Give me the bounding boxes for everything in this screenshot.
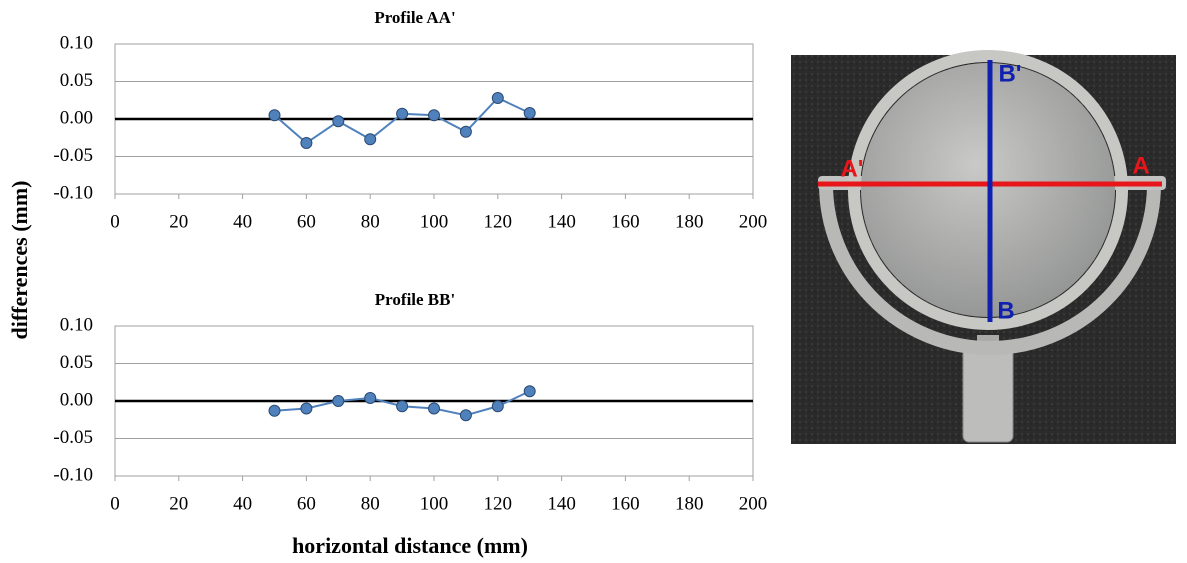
y-tick-label: 0.10 <box>60 32 93 53</box>
data-point <box>364 133 377 146</box>
x-tick-label: 20 <box>169 211 188 232</box>
data-point <box>396 107 409 120</box>
data-point <box>523 385 536 398</box>
y-tick-label: -0.10 <box>53 182 93 203</box>
x-tick-label: 0 <box>110 493 120 514</box>
x-tick-label: 180 <box>675 211 704 232</box>
x-tick-label: 100 <box>420 493 449 514</box>
x-tick-label: 120 <box>484 493 513 514</box>
photo-label: B' <box>998 60 1021 87</box>
photo: A' A B' B <box>791 50 1176 444</box>
x-tick-label: 140 <box>547 211 576 232</box>
ring <box>848 50 1128 330</box>
x-tick-label: 80 <box>361 493 380 514</box>
data-point <box>459 125 472 138</box>
x-axis-label: horizontal distance (mm) <box>292 533 528 558</box>
x-tick-label: 160 <box>611 211 640 232</box>
y-tick-label: 0.00 <box>60 389 93 410</box>
data-point <box>332 115 345 128</box>
data-point <box>364 392 377 404</box>
data-line <box>273 96 531 145</box>
x-tick-label: 40 <box>233 211 252 232</box>
y-tick-label: -0.10 <box>53 464 93 485</box>
data-point <box>523 107 536 119</box>
data-point <box>268 404 281 417</box>
data-point <box>300 402 313 415</box>
y-tick-label: -0.05 <box>53 427 93 448</box>
x-tick-label: 60 <box>297 211 316 232</box>
y-tick-label: 0.00 <box>60 107 93 128</box>
photo-label: A' <box>840 155 863 182</box>
x-tick-label: 120 <box>484 211 513 232</box>
y-tick-label: 0.05 <box>60 70 93 91</box>
knob <box>962 347 1014 443</box>
chart-title: Profile AA' <box>374 8 455 27</box>
data-point <box>491 400 504 413</box>
x-tick-label: 100 <box>420 211 449 232</box>
data-point <box>396 400 409 413</box>
data-point <box>300 137 313 149</box>
y-tick-label: 0.05 <box>60 352 93 373</box>
x-tick-label: 60 <box>297 493 316 514</box>
x-tick-label: 160 <box>611 493 640 514</box>
x-tick-label: 20 <box>169 493 188 514</box>
x-tick-label: 0 <box>110 211 120 232</box>
x-tick-label: 180 <box>675 493 704 514</box>
chart-title: Profile BB' <box>375 290 455 309</box>
y-axis-label: differences (mm) <box>7 180 32 339</box>
data-point <box>428 109 440 122</box>
y-tick-label: -0.05 <box>53 145 93 166</box>
data-point <box>459 409 472 422</box>
photo-label: A <box>1132 152 1149 179</box>
x-tick-label: 140 <box>547 493 576 514</box>
data-point <box>491 92 504 104</box>
x-tick-label: 200 <box>739 493 768 514</box>
data-point <box>428 402 440 415</box>
yoke <box>819 183 1161 355</box>
photo-label: B <box>997 297 1014 324</box>
x-tick-label: 200 <box>739 211 768 232</box>
x-tick-label: 40 <box>233 493 252 514</box>
data-point <box>332 395 345 407</box>
data-point <box>268 109 281 122</box>
y-tick-label: 0.10 <box>60 314 93 335</box>
x-tick-label: 80 <box>361 211 380 232</box>
